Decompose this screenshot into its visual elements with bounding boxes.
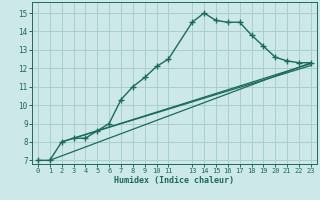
X-axis label: Humidex (Indice chaleur): Humidex (Indice chaleur) bbox=[115, 176, 234, 185]
